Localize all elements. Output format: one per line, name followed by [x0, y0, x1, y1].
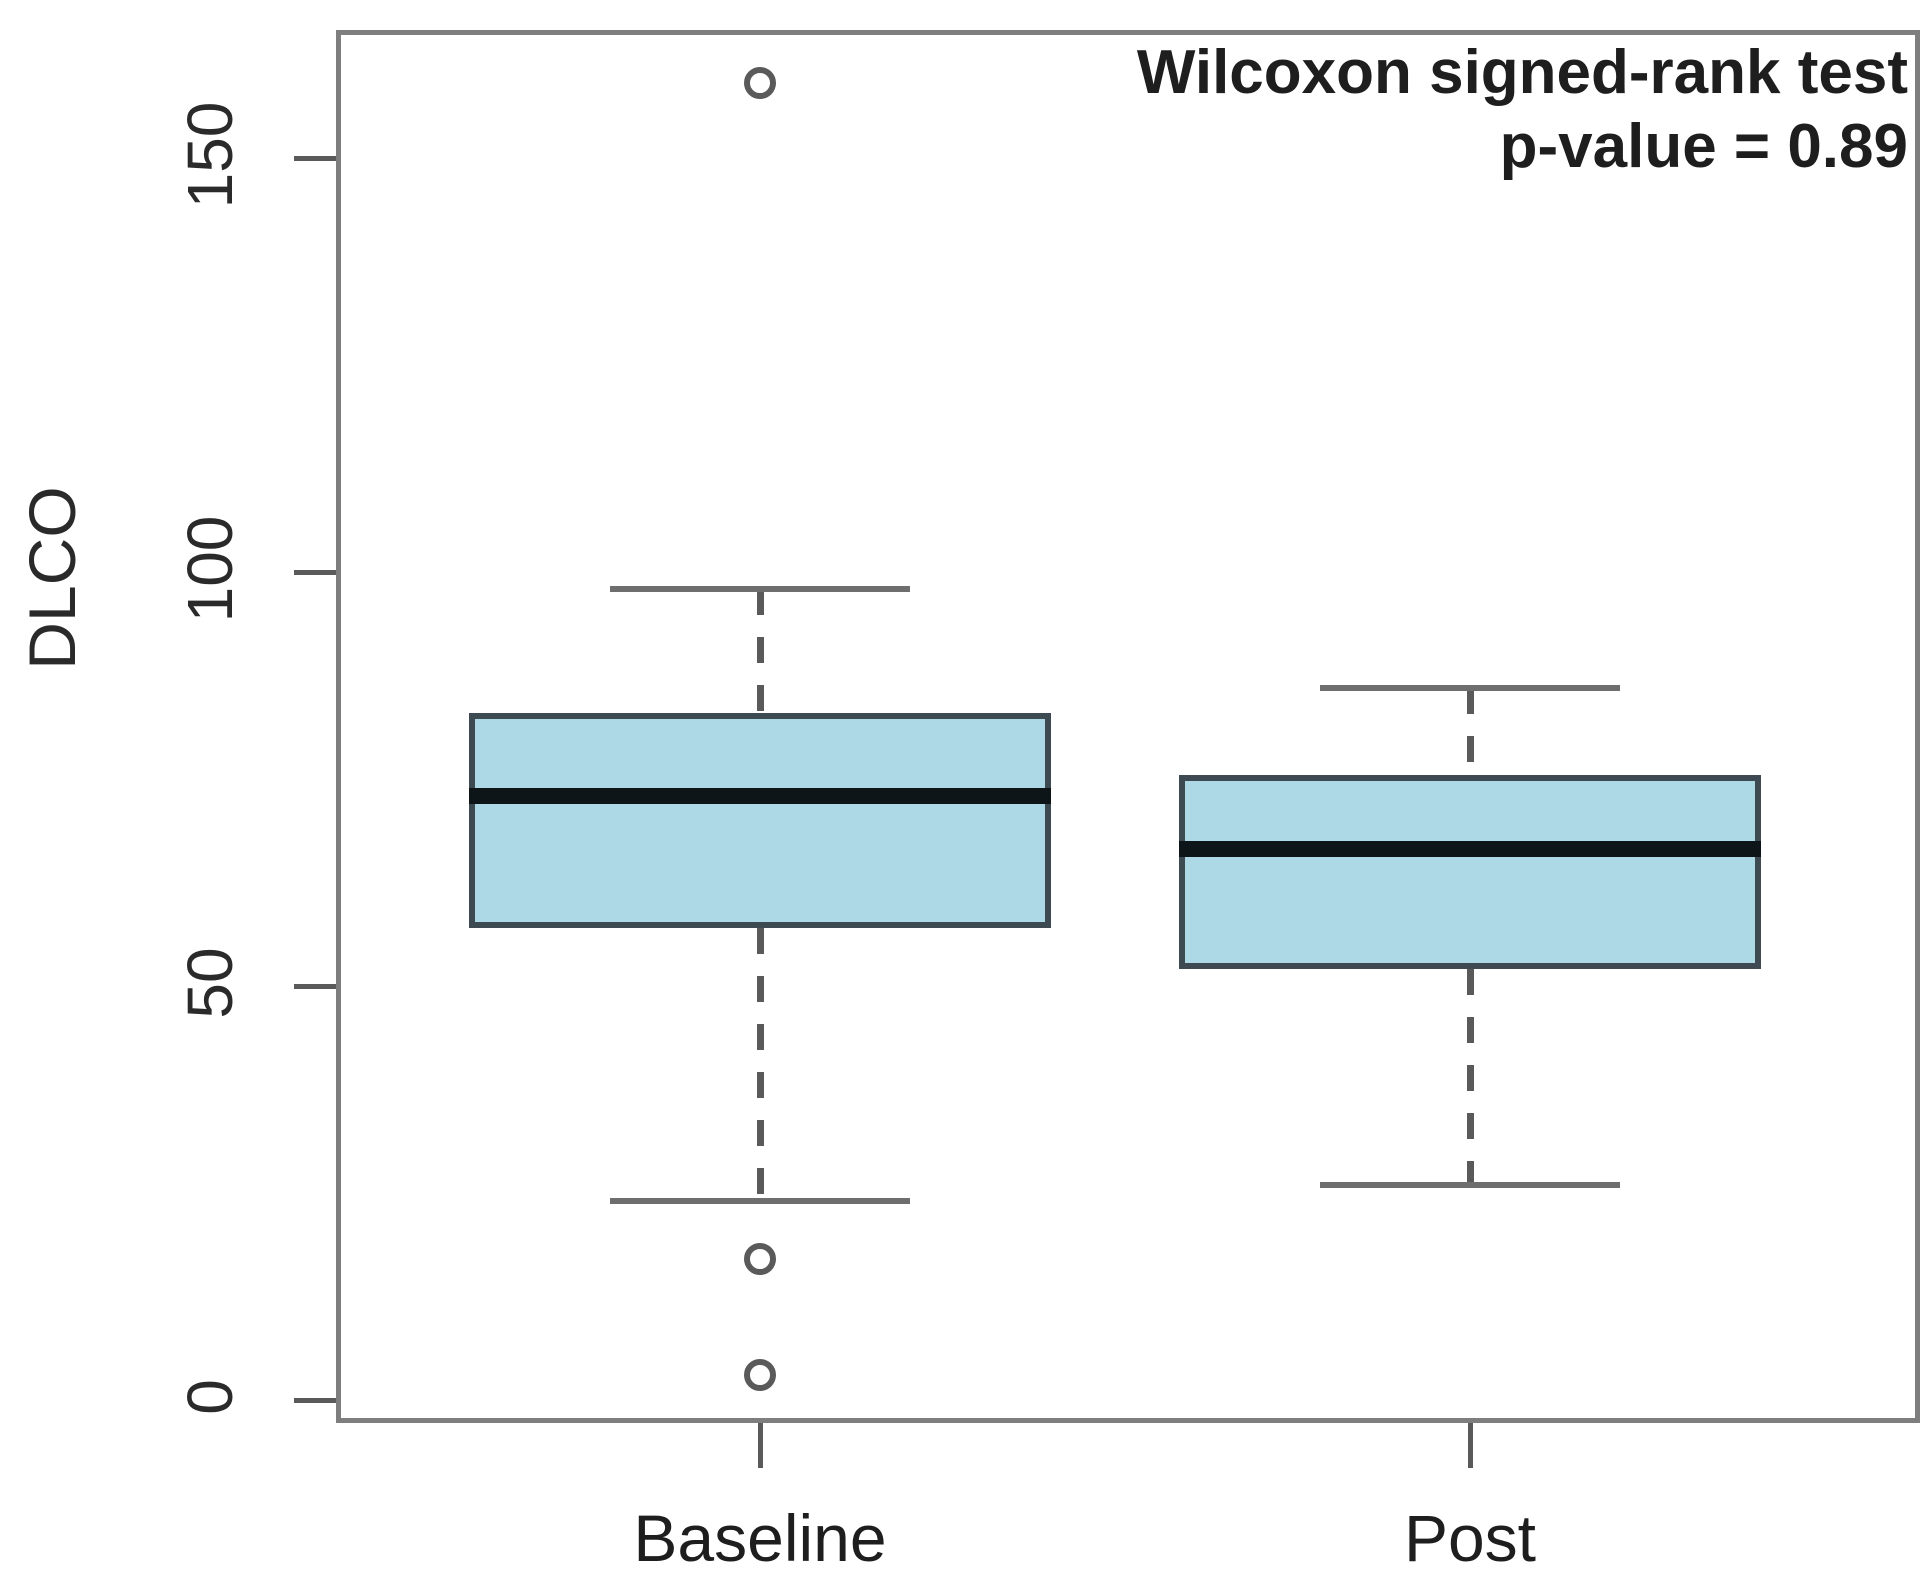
baseline-upper-whisker-cap [610, 585, 910, 592]
y-axis-tick [294, 984, 336, 989]
post-median-line [1179, 841, 1761, 858]
baseline-lower-whisker-cap [610, 1198, 910, 1205]
post-lower-whisker [1467, 969, 1474, 1185]
y-axis-tick-label: 100 [174, 515, 246, 623]
x-axis-tick [1468, 1423, 1473, 1468]
baseline-lower-whisker [757, 928, 764, 1202]
x-axis-category-label-baseline: Baseline [633, 1501, 887, 1575]
post-upper-whisker [1467, 687, 1474, 775]
baseline-outlier-point [744, 1243, 776, 1276]
y-axis-tick [294, 156, 336, 161]
post-lower-whisker-cap [1320, 1181, 1620, 1188]
x-axis-tick [758, 1423, 763, 1468]
y-axis-tick [294, 1398, 336, 1403]
y-axis-tick [294, 570, 336, 575]
baseline-outlier-point [744, 67, 776, 100]
x-axis-category-label-post: Post [1403, 1501, 1537, 1575]
post-upper-whisker-cap [1320, 684, 1620, 691]
baseline-box [469, 712, 1051, 929]
baseline-outlier-point [744, 1359, 776, 1392]
annotation-p-value: p-value = 0.89 [1499, 112, 1908, 181]
y-axis-tick-label: 0 [174, 1379, 246, 1415]
y-axis-label: DLCO [15, 486, 89, 670]
y-axis-tick-label: 50 [174, 947, 246, 1019]
annotation-test-name: Wilcoxon signed-rank test [1136, 38, 1908, 107]
statistical-annotation: Wilcoxon signed-rank test p-value = 0.89 [1137, 36, 1908, 184]
baseline-median-line [469, 787, 1051, 804]
post-box [1179, 774, 1761, 970]
y-axis-tick-label: 150 [174, 101, 246, 209]
baseline-upper-whisker [757, 588, 764, 713]
